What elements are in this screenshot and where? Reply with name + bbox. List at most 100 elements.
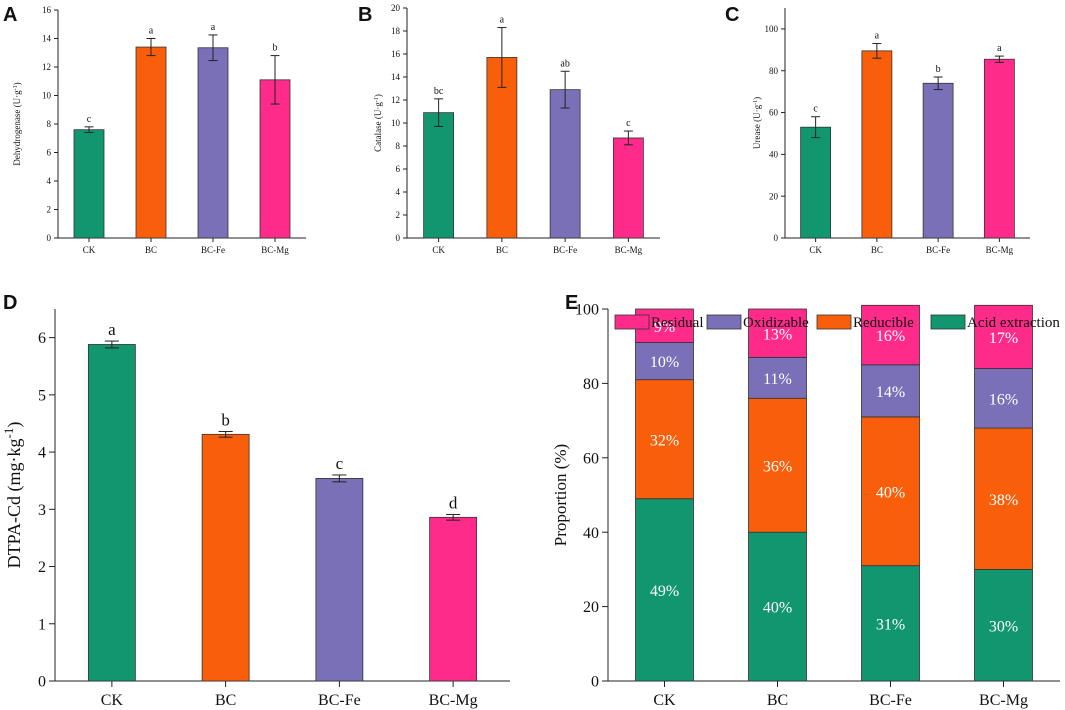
- panel-a-ylabel: Dehydrogenase (U·g-1): [12, 82, 22, 165]
- panel-e-xtick-label-bc: BC: [767, 692, 788, 709]
- panel-a-bar-bc: [135, 46, 167, 239]
- panel-a-ytick-label: 0: [47, 233, 52, 243]
- panel-a-xtick-label-bc-mg: BC-Mg: [261, 245, 289, 255]
- panel-d-ytick-label: 6: [38, 330, 46, 347]
- panel-b-ytick-label: 14: [391, 72, 401, 82]
- panel-c: C 0 20 40 60 80 100 CK BC BC-Fe BC-Mg Urease (U·g-1…: [725, 4, 1030, 255]
- panel-d-xtick-label-bc-mg: BC-Mg: [429, 692, 478, 709]
- panel-a-ytick-label: 14: [42, 34, 52, 44]
- panel-e-segment-label-reducible-bc-fe: 40%: [876, 484, 905, 501]
- panel-d-bar-ck: [87, 344, 136, 682]
- panel-e-ytick-label: 60: [583, 450, 599, 467]
- panel-e-segment-label-acid-extraction-bc-fe: 31%: [876, 616, 905, 633]
- panel-e-segment-label-oxidizable-bc: 11%: [763, 371, 792, 388]
- panel-e-legend-label-reducible: Reducible: [853, 315, 914, 331]
- panel-b-ytick-label: 2: [396, 210, 401, 220]
- panel-c-ytick-label: 100: [765, 24, 779, 34]
- panel-a-ytick-label: 16: [42, 5, 52, 15]
- panel-d-sig-letter-bc-fe: c: [336, 454, 344, 473]
- panel-b-sig-letter-bc: a: [500, 15, 505, 26]
- panel-a-ytick-label: 10: [42, 91, 52, 101]
- panel-e-segment-label-reducible-bc-mg: 38%: [989, 492, 1018, 509]
- panel-c-xtick-label-ck: CK: [809, 245, 822, 255]
- panel-c-sig-letter-bc-fe: b: [936, 64, 941, 75]
- panel-d-sig-letter-bc: b: [221, 410, 230, 429]
- panel-d-bar-bc-fe: [315, 478, 364, 682]
- panel-a-ytick-label: 4: [47, 176, 52, 186]
- panel-b-letter: B: [358, 4, 372, 26]
- panel-e-ytick-label: 100: [575, 302, 599, 319]
- panel-b-ytick-label: 20: [391, 3, 401, 13]
- panel-d-bar-bc-mg: [429, 516, 478, 682]
- panel-d-sig-letter-bc-mg: d: [449, 493, 458, 512]
- panel-a-ytick-label: 12: [42, 62, 51, 72]
- panel-c-sig-letter-bc-mg: a: [997, 43, 1002, 54]
- panel-e-xtick-label-bc-mg: BC-Mg: [979, 692, 1028, 709]
- panel-b-sig-letter-bc-fe: ab: [560, 58, 569, 69]
- panel-e-segment-label-acid-extraction-bc-mg: 30%: [989, 618, 1018, 635]
- panel-b-ytick-label: 4: [396, 187, 401, 197]
- panel-d-ylabel: DTPA-Cd (mg·kg-1): [1, 422, 26, 569]
- panel-e-segment-label-acid-extraction-ck: 49%: [650, 583, 679, 600]
- panel-a-letter: A: [3, 4, 17, 26]
- panel-e-segment-acid-extraction-bc-fe: [861, 565, 920, 682]
- panel-a-ytick-label: 6: [47, 148, 52, 158]
- panel-e-legend-label-acid-extraction: Acid extraction: [967, 315, 1060, 331]
- panel-b-xtick-label-bc-fe: BC-Fe: [553, 245, 577, 255]
- panel-c-ylabel: Urease (U·g-1): [752, 97, 762, 149]
- panel-b-bar-bc-mg: [612, 137, 644, 239]
- panel-e-legend-swatch-acid-extraction: [930, 314, 966, 330]
- panel-e-ytick-label: 80: [583, 376, 599, 393]
- panel-e-legend-swatch-oxidizable: [706, 314, 742, 330]
- panel-e-segment-label-acid-extraction-bc: 40%: [763, 600, 792, 617]
- panel-c-letter: C: [725, 4, 739, 26]
- panel-e-segment-label-residual-bc-mg: 17%: [989, 330, 1018, 347]
- panel-c-ytick-label: 40: [769, 150, 779, 160]
- panel-e-xtick-label-bc-fe: BC-Fe: [869, 692, 912, 709]
- panel-b-xtick-label-ck: CK: [432, 245, 445, 255]
- panel-e-ytick-label: 20: [583, 599, 599, 616]
- panel-c-ytick-label: 20: [769, 191, 779, 201]
- panel-b-xtick-label-bc: BC: [496, 245, 508, 255]
- panel-b-sig-letter-ck: bc: [434, 86, 444, 97]
- panel-e-legend-label-residual: Residual: [651, 315, 704, 331]
- panel-e-xtick-label-ck: CK: [653, 692, 676, 709]
- panel-e-segment-oxidizable-bc-fe: [861, 364, 920, 418]
- panel-e-segment-label-residual-ck: 9%: [654, 319, 675, 336]
- panel-a-xtick-label-bc: BC: [145, 245, 157, 255]
- panel-c-ytick-label: 80: [769, 66, 779, 76]
- panel-e-segment-label-reducible-bc: 36%: [763, 458, 792, 475]
- panel-c-xtick-label-bc: BC: [871, 245, 883, 255]
- panel-c-sig-letter-bc: a: [875, 31, 880, 42]
- panel-e-segment-acid-extraction-ck: [635, 498, 694, 682]
- panel-c-bar-bc: [861, 50, 893, 239]
- panel-d-ytick-label: 5: [38, 387, 46, 404]
- panel-c-sig-letter-ck: c: [813, 104, 818, 115]
- panel-e-segment-label-residual-bc: 13%: [763, 326, 792, 343]
- panel-b-sig-letter-bc-mg: c: [626, 118, 631, 129]
- panel-b-ytick-label: 8: [396, 141, 401, 151]
- panel-e-segment-residual-bc-mg: [974, 304, 1033, 369]
- panel-c-ytick-label: 60: [769, 108, 779, 118]
- panel-e-segment-acid-extraction-bc-mg: [974, 569, 1033, 682]
- panel-b-ytick-label: 16: [391, 49, 401, 59]
- panel-e-segment-oxidizable-bc-mg: [974, 368, 1033, 429]
- panel-d-xtick-label-bc: BC: [215, 692, 236, 709]
- panel-d: D 0 1 2 3 4 5 6 CK BC BC-Fe BC-Mg DTPA-Cd (mg·kg-1) a…: [1, 292, 510, 709]
- panel-d-xtick-label-ck: CK: [101, 692, 124, 709]
- panel-a-xtick-label-bc-fe: BC-Fe: [201, 245, 225, 255]
- panel-e-segment-reducible-ck: [635, 379, 694, 500]
- panel-d-ytick-label: 4: [38, 445, 46, 462]
- panel-d-bar-bc: [201, 433, 250, 682]
- panel-e-segment-residual-bc-fe: [861, 304, 920, 366]
- panel-c-ytick-label: 0: [774, 233, 779, 243]
- panel-d-ytick-label: 3: [38, 502, 46, 519]
- panel-e-legend: Residual Oxidizable Reducible Acid extracti…: [614, 314, 1060, 331]
- panel-c-bar-bc-fe: [922, 82, 954, 239]
- panel-e-segment-oxidizable-bc: [748, 356, 807, 399]
- panel-b-bar-bc-fe: [549, 89, 581, 239]
- panel-e-segment-acid-extraction-bc: [748, 531, 807, 682]
- panel-a-ytick-label: 8: [47, 119, 52, 129]
- panel-e: E 0 20 40 60 80 100 CK BC BC-Fe BC-Mg Proportion (%…: [551, 292, 1060, 709]
